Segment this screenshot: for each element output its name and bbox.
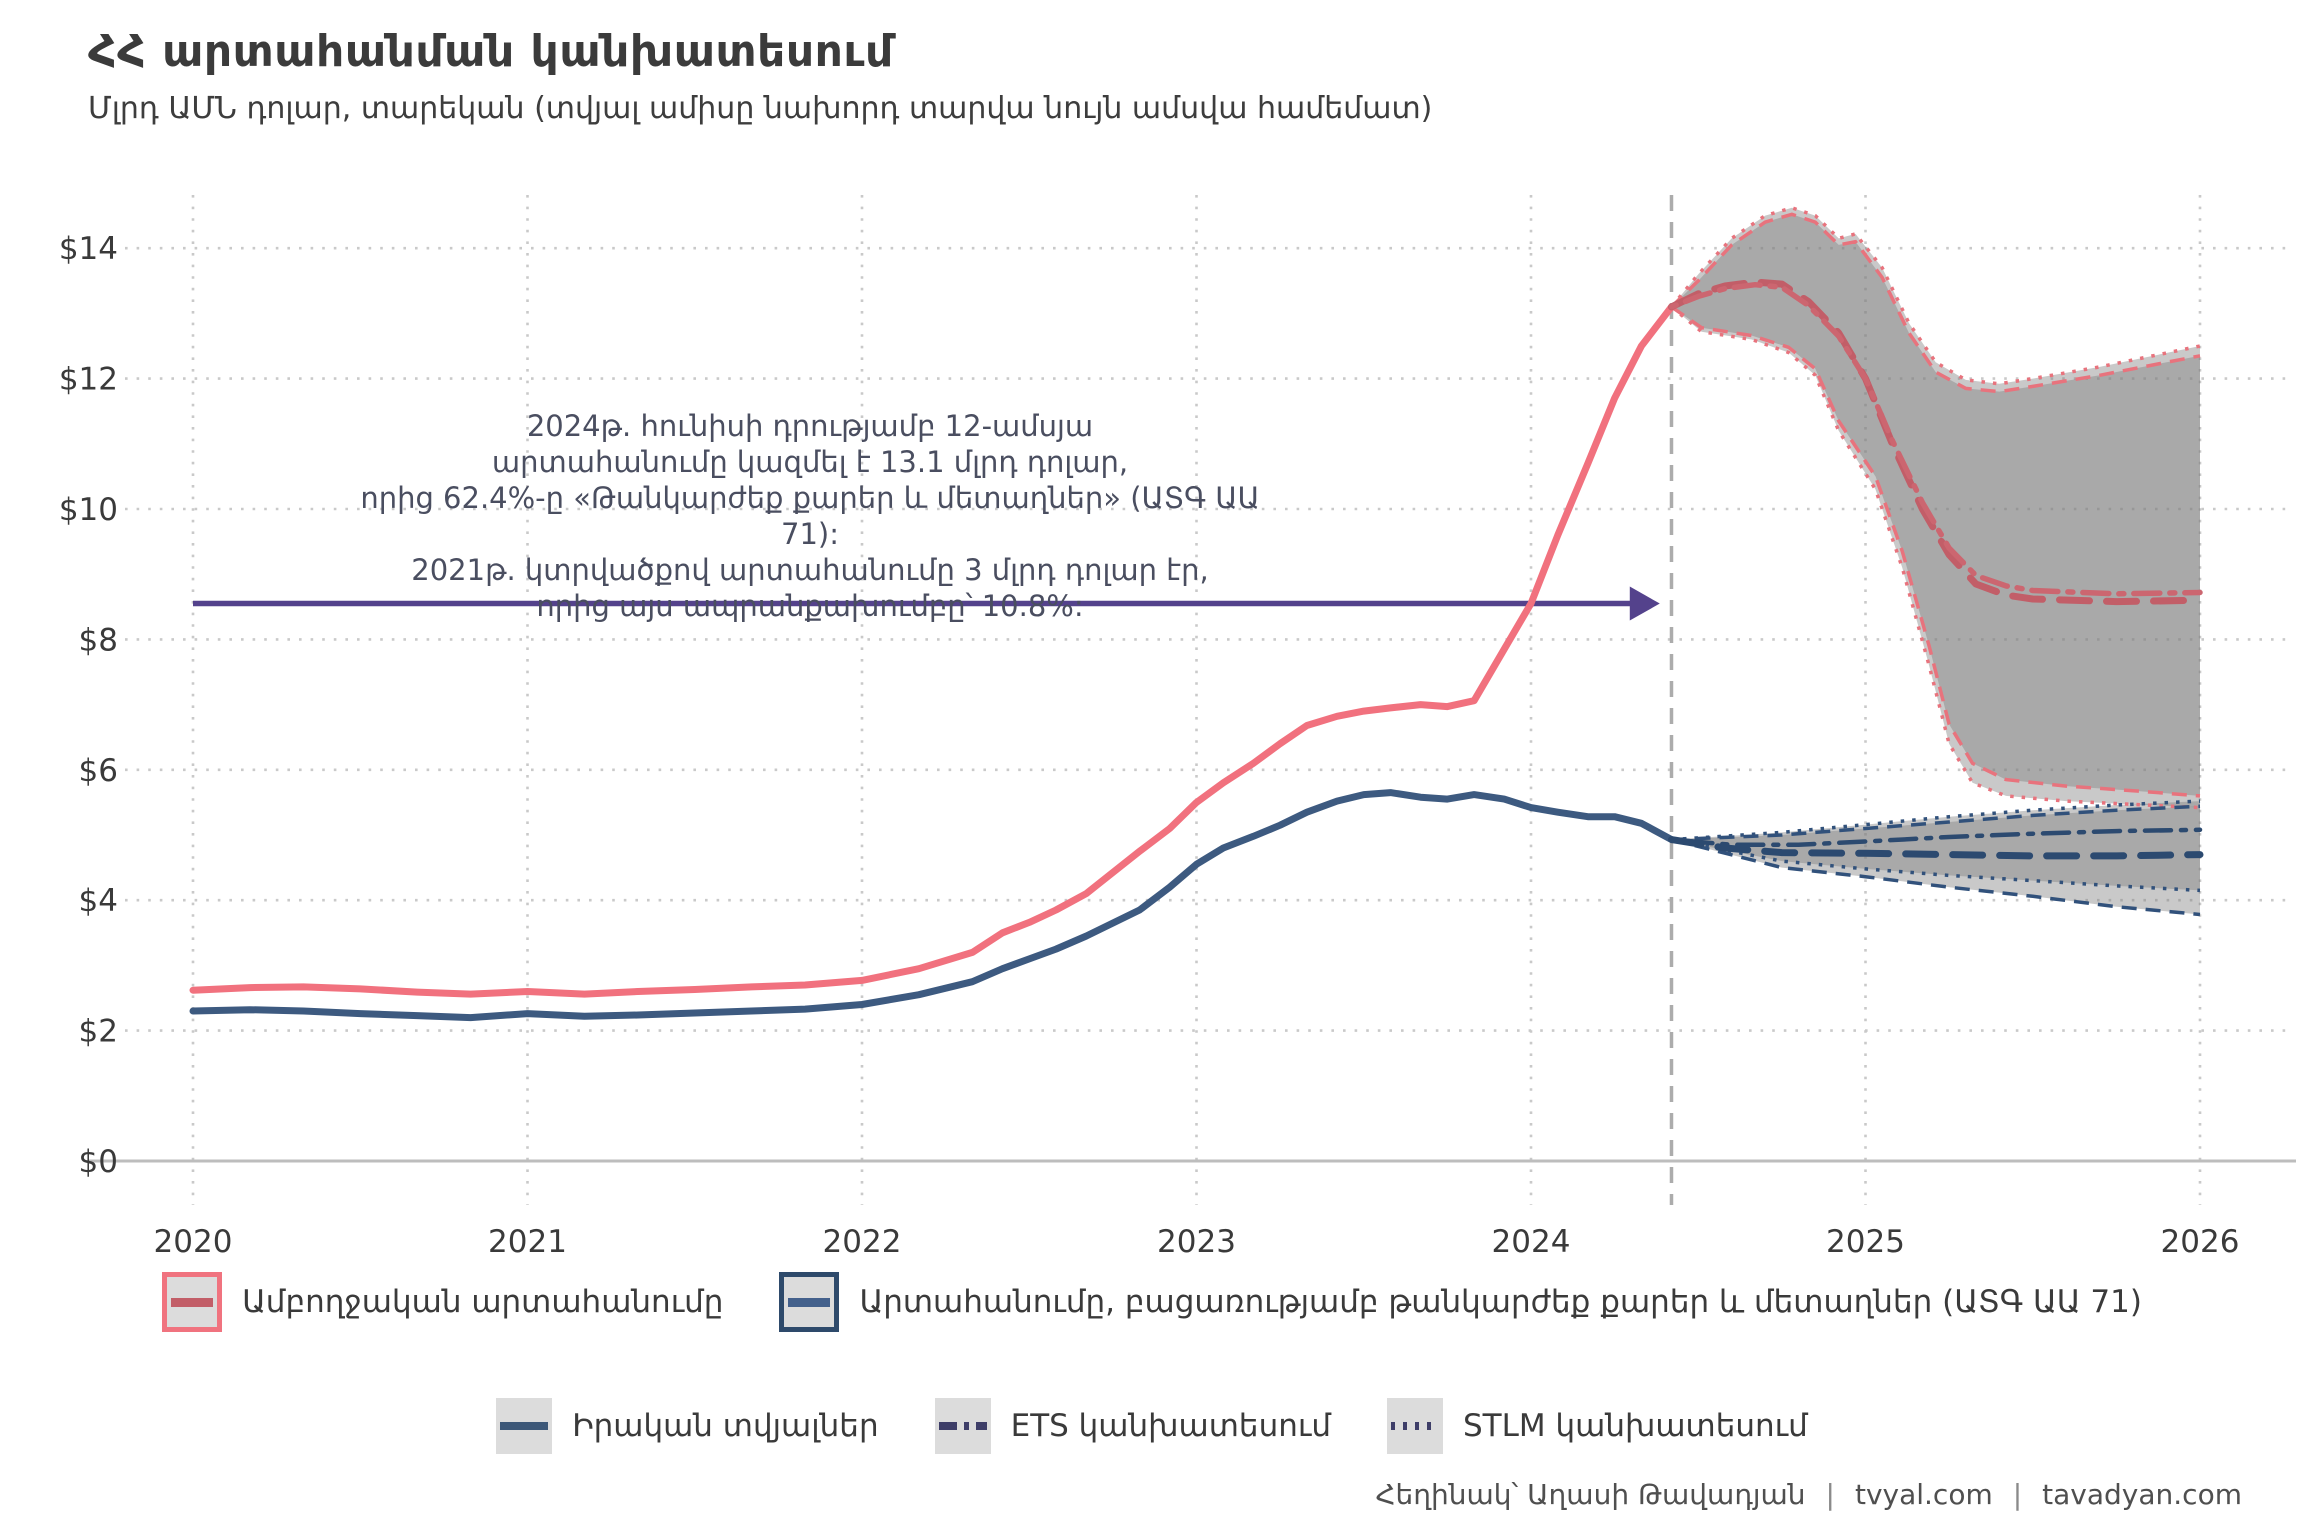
total-ets-band — [1671, 214, 2200, 796]
total-exports-key-icon — [162, 1272, 223, 1332]
annotation-line: 2024թ. հունիսի դրությամբ 12-ամսյա — [526, 409, 1094, 443]
y-tick-label: $12 — [59, 362, 118, 398]
y-tick-label: $0 — [79, 1144, 118, 1180]
ex71-exports-stlm-forecast — [1669, 827, 2203, 848]
x-tick-label: 2026 — [2161, 1224, 2240, 1260]
page-title: ՀՀ արտահանման կանխատեսում — [88, 26, 894, 77]
legend-label: Ամբողջական արտահանումը — [242, 1284, 724, 1320]
legend-item-total-exports: Ամբողջական արտահանումը — [162, 1272, 723, 1332]
total-exports-stlm-forecast — [1668, 281, 2203, 597]
annotation-line: 2021թ. կտրվածքով արտահանումը 3 մլրդ դոլա… — [411, 553, 1209, 587]
x-tick-label: 2020 — [154, 1224, 233, 1260]
legend-item-actual-data: Իրական տվյալներ — [496, 1398, 879, 1454]
separator: | — [2012, 1478, 2023, 1511]
y-tick-label: $4 — [79, 883, 118, 919]
legend-label: Արտահանումը, բացառությամբ թանկարժեք քարե… — [859, 1284, 2142, 1320]
separator: | — [1825, 1478, 1835, 1511]
ex71-exports-key-line — [788, 1297, 831, 1307]
legend-row-linetypes: Իրական տվյալներ ETS կանխատեսում STLM կան… — [0, 1398, 2304, 1454]
annotation-line: որից 62.4%-ը «Թանկարժեք քարեր և մետաղներ… — [360, 481, 1260, 551]
legend-label: Իրական տվյալներ — [572, 1408, 879, 1444]
y-tick-label: $10 — [59, 492, 118, 528]
ex71-exports-actual — [189, 789, 1675, 1022]
tavadyan-link[interactable]: tavadyan.com — [2042, 1478, 2242, 1511]
annotation-arrow-head — [1629, 586, 1660, 621]
legend-item-stlm-forecast: STLM կանխատեսում — [1386, 1398, 1808, 1454]
ets-line-key-icon — [934, 1398, 991, 1454]
tvyal-link[interactable]: tvyal.com — [1854, 1478, 1993, 1511]
stlm-line-key-icon — [1386, 1398, 1443, 1454]
x-tick-label: 2024 — [1492, 1224, 1571, 1260]
x-tick-label: 2021 — [488, 1224, 567, 1260]
ex71-exports-ets-forecast — [1668, 836, 2204, 860]
annotation-line: որից այս ապրանքախումբը՝ 10.8%: — [536, 589, 1084, 623]
footer-credits: Հեղինակ՝ Աղասի Թավադյան | tvyal.com | ta… — [1375, 1478, 2242, 1511]
page-subtitle: Մլրդ ԱՄՆ դոլար, տարեկան (տվյալ ամիսը նախ… — [88, 91, 1433, 126]
total-exports-key-line — [171, 1297, 214, 1307]
ex71-stlm-band — [1671, 801, 2200, 891]
y-tick-label: $14 — [59, 231, 118, 267]
legend-label: ETS կանխատեսում — [1010, 1408, 1331, 1444]
ex71-exports-key-icon — [779, 1272, 840, 1332]
x-tick-label: 2025 — [1826, 1224, 1905, 1260]
author-credit: Հեղինակ՝ Աղասի Թավադյան — [1375, 1478, 1806, 1511]
legend-row-series: Ամբողջական արտահանումը Արտահանումը, բացա… — [0, 1272, 2304, 1332]
y-tick-label: $6 — [79, 753, 118, 789]
legend-label: STLM կանխատեսում — [1462, 1408, 1808, 1444]
actual-line-key-icon — [496, 1398, 553, 1454]
x-tick-label: 2023 — [1157, 1224, 1236, 1260]
chart-header: ՀՀ արտահանման կանխատեսում Մլրդ ԱՄՆ դոլար… — [88, 26, 1432, 126]
y-tick-label: $2 — [79, 1014, 118, 1050]
y-tick-label: $8 — [79, 622, 118, 658]
annotation-line: արտահանումը կազմել է 13.1 մլրդ դոլար, — [491, 445, 1129, 479]
chart-annotation: 2024թ. հունիսի դրությամբ 12-ամսյա արտահա… — [340, 408, 1280, 624]
legend-item-ets-forecast: ETS կանխատեսում — [934, 1398, 1331, 1454]
legend-item-ex71-exports: Արտահանումը, բացառությամբ թանկարժեք քարե… — [779, 1272, 2142, 1332]
total-exports-actual — [189, 303, 1675, 998]
x-tick-label: 2022 — [823, 1224, 902, 1260]
